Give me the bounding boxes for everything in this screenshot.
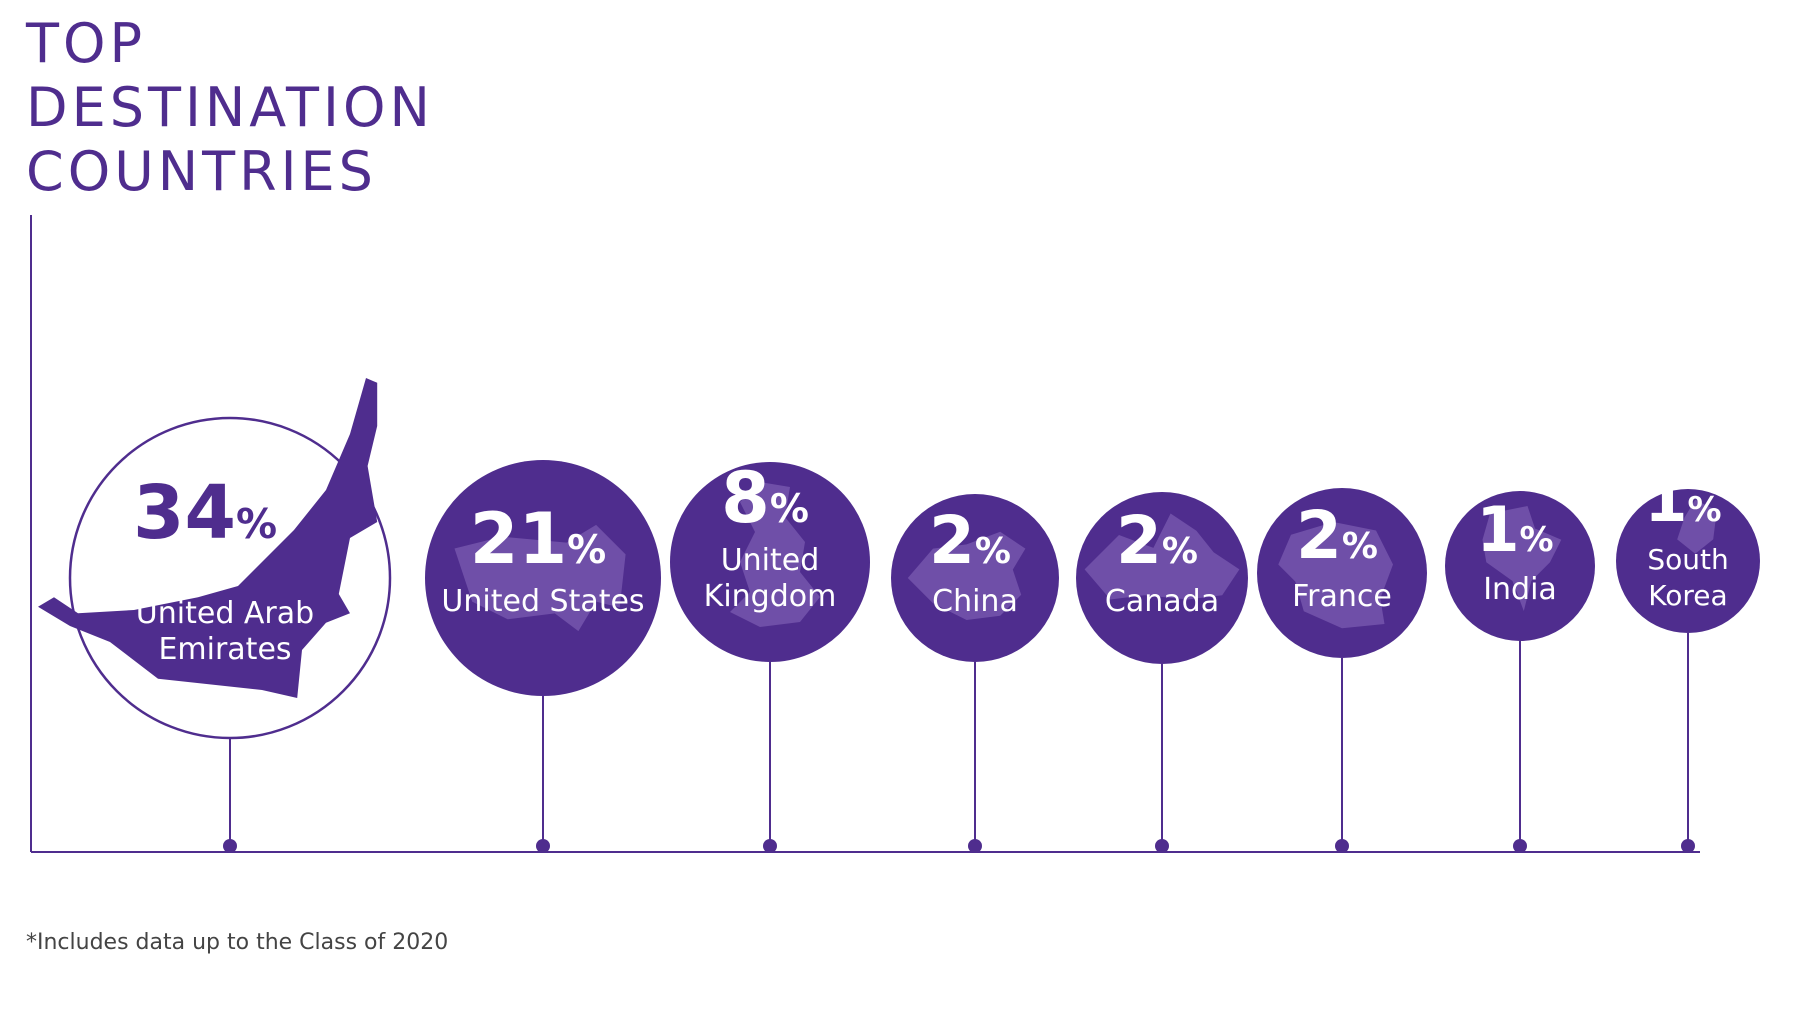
bubble-circle: [1616, 489, 1760, 633]
bubble-india: 1%India: [1445, 491, 1595, 853]
usa-map-icon: [454, 524, 626, 632]
footnote: *Includes data up to the Class of 2020: [26, 930, 449, 955]
bubble-united-states: 21% United States: [425, 460, 661, 853]
bubble-canada: 2%Canada: [1076, 492, 1248, 853]
category-label: Kingdom: [704, 579, 837, 614]
axis-dot: [223, 839, 237, 853]
axis-dot: [1513, 839, 1527, 853]
axis-dot: [536, 839, 550, 853]
uae-map-icon: [38, 378, 378, 698]
value-label: 2%: [929, 502, 1011, 579]
category-label: Emirates: [158, 632, 291, 667]
category-label: Korea: [1648, 579, 1727, 612]
category-label: United Arab: [136, 596, 314, 631]
value-label: 1%: [1644, 463, 1721, 536]
uk-map-icon: [730, 482, 820, 627]
category-label: United States: [441, 584, 644, 619]
category-label: India: [1483, 572, 1557, 607]
category-label: France: [1292, 579, 1392, 614]
category-label: United: [721, 543, 820, 578]
category-label: China: [932, 584, 1018, 619]
chart-title: TOP DESTINATION COUNTRIES: [26, 12, 434, 204]
axis-dot: [763, 839, 777, 853]
title-line-1: TOP: [26, 12, 147, 75]
canada-map-icon: [1084, 513, 1240, 600]
axis-dot: [1335, 839, 1349, 853]
axis-dot: [1155, 839, 1169, 853]
south-korea-map-icon: [1677, 499, 1717, 554]
axis-dot: [968, 839, 982, 853]
bubble-france: 2%France: [1257, 488, 1427, 853]
france-map-icon: [1278, 522, 1393, 629]
category-label: South: [1647, 543, 1728, 576]
china-map-icon: [907, 531, 1026, 620]
category-label: Canada: [1105, 584, 1219, 619]
title-line-2: DESTINATION: [26, 76, 434, 139]
india-map-icon: [1482, 506, 1562, 611]
value-label: 21%: [470, 498, 607, 580]
axis-dot: [1681, 839, 1695, 853]
bubble-china: 2% China: [891, 494, 1059, 853]
title-line-3: COUNTRIES: [26, 140, 377, 203]
